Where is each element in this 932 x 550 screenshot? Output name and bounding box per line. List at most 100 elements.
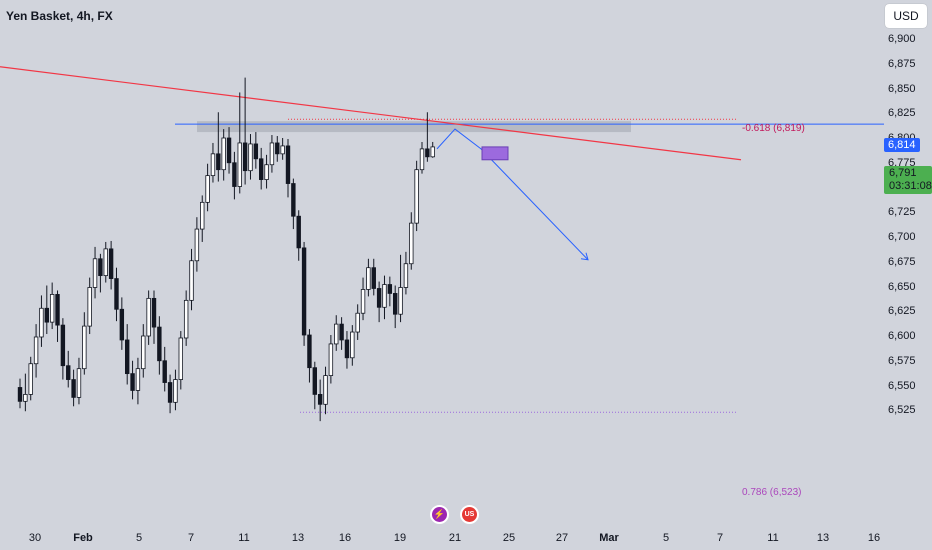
candle-body — [178, 337, 183, 380]
candle-body — [49, 294, 55, 323]
annotation-lines-layer — [0, 66, 884, 413]
candle-body — [366, 267, 371, 290]
candle-body — [141, 335, 146, 370]
candle-body — [119, 308, 125, 341]
x-tick-label: 30 — [28, 532, 42, 544]
y-tick-label: 6,775 — [888, 156, 916, 169]
x-tick-label: 7 — [187, 532, 195, 544]
candle-body — [392, 293, 398, 315]
y-tick-label: 6,650 — [888, 280, 916, 293]
y-tick-label: 6,625 — [888, 305, 916, 318]
candle-body — [382, 284, 387, 308]
y-tick-label: 6,675 — [888, 255, 916, 268]
candle-body — [360, 289, 366, 314]
projection-arrowhead — [580, 252, 589, 261]
candle-body — [355, 312, 360, 333]
candle-body — [350, 331, 355, 359]
x-tick-label: Mar — [599, 532, 619, 544]
y-tick-label: 6,825 — [888, 107, 916, 120]
candle-body — [285, 145, 291, 184]
y-tick-label: 6,900 — [888, 33, 916, 45]
x-tick-label: Feb — [73, 532, 93, 544]
candle-body — [17, 387, 23, 402]
y-tick-label: 6,575 — [888, 354, 916, 367]
y-tick-label: 6,700 — [888, 231, 916, 243]
x-tick-label: 16 — [867, 532, 881, 544]
candle-body — [87, 287, 92, 327]
resistance-zone — [197, 121, 631, 133]
candle-body — [280, 145, 285, 155]
candle-body — [414, 169, 419, 224]
candles-layer — [17, 77, 435, 422]
flash-icon[interactable]: ⚡ — [430, 505, 449, 524]
x-tick-label: 13 — [291, 532, 305, 544]
candle-body — [291, 183, 296, 217]
candle-body — [92, 258, 98, 288]
candle-body — [66, 365, 71, 380]
candle-body — [242, 142, 248, 172]
candle-body — [275, 142, 280, 155]
candle-body — [312, 367, 317, 395]
candle-body — [108, 248, 114, 279]
resistance-zone-layer — [197, 121, 631, 133]
target-box — [481, 146, 509, 161]
projection-path — [436, 128, 589, 261]
y-tick-label: 6,725 — [888, 206, 916, 219]
candle-body — [71, 379, 76, 398]
candle-body — [344, 339, 350, 359]
projection-layer — [436, 128, 589, 261]
countdown-timer: 03:31:08 — [889, 180, 932, 192]
candle-body — [232, 162, 237, 187]
candle-body — [151, 297, 157, 328]
candle-body — [28, 363, 33, 395]
candle-body — [226, 137, 232, 164]
candle-body — [221, 137, 226, 171]
candle-body — [167, 382, 173, 403]
us-flag-icon[interactable]: US — [460, 505, 479, 524]
x-tick-label: 25 — [502, 532, 516, 544]
candle-body — [387, 284, 393, 294]
candle-body — [33, 336, 39, 365]
x-tick-label: 5 — [662, 532, 670, 544]
candle-body — [328, 343, 334, 377]
y-tick-label: 6,550 — [888, 379, 916, 392]
candle-body — [44, 307, 49, 323]
y-tick-label: 6,850 — [888, 82, 916, 95]
candle-body — [317, 394, 323, 405]
candle-body — [425, 148, 430, 158]
candle-body — [409, 222, 414, 265]
x-tick-label: 27 — [555, 532, 569, 544]
x-tick-label: 7 — [716, 532, 724, 544]
y-tick-label: 6,525 — [888, 404, 916, 417]
candle-body — [307, 334, 312, 369]
candle-body — [23, 394, 28, 402]
currency-button[interactable]: USD — [885, 4, 927, 28]
candle-body — [323, 375, 328, 405]
fib-upper-label: -0.618 (6,819) — [742, 123, 805, 134]
candle-body — [39, 307, 44, 338]
candle-body — [82, 325, 87, 370]
candle-body — [253, 143, 259, 160]
candle-body — [157, 326, 162, 362]
last-price-value: 6,791 — [889, 167, 917, 179]
x-tick-label: 16 — [338, 532, 352, 544]
candle-body — [258, 158, 264, 180]
candle-body — [130, 373, 135, 391]
candle-body — [173, 379, 178, 403]
x-tick-label: 11 — [238, 532, 250, 544]
candle-body — [189, 260, 194, 301]
candle-body — [339, 323, 344, 341]
candle-body — [216, 153, 221, 171]
candle-body — [296, 215, 301, 249]
candle-body — [419, 148, 425, 171]
candle-body — [334, 323, 339, 345]
x-tick-label: 19 — [393, 532, 407, 544]
candle-body — [135, 368, 141, 391]
candle-body — [146, 297, 151, 337]
y-tick-label: 6,600 — [888, 330, 916, 342]
x-tick-label: 5 — [135, 532, 143, 544]
y-tick-label: 6,875 — [888, 57, 916, 70]
candle-body — [237, 142, 242, 187]
fib-lower-label: 0.786 (6,523) — [742, 487, 802, 498]
